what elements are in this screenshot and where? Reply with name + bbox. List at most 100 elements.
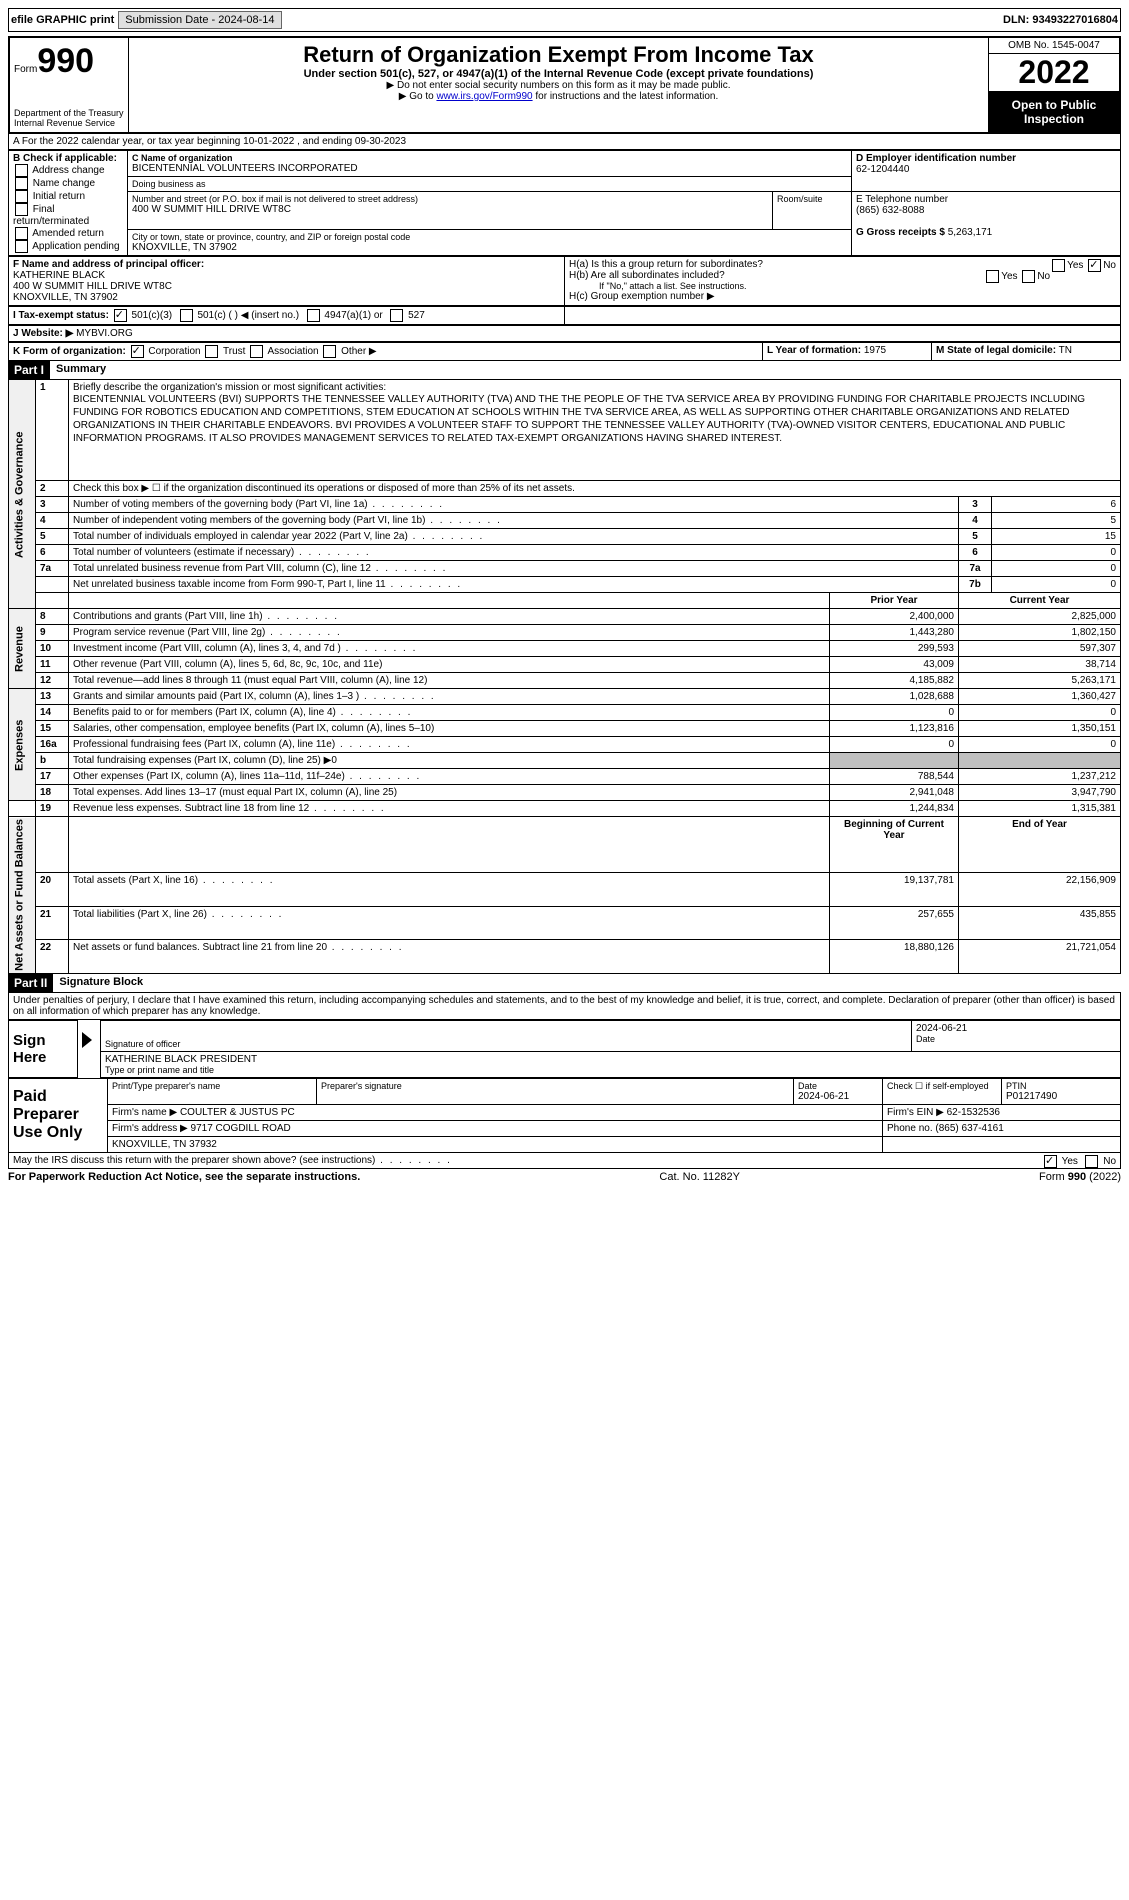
side-governance: Activities & Governance [9,380,36,609]
officer-label: F Name and address of principal officer: [13,259,560,270]
l6-val: 0 [992,545,1121,561]
omb-number: OMB No. 1545-0047 [989,38,1119,54]
chk-initial: Initial return [33,191,85,202]
l3-val: 6 [992,497,1121,513]
tax-status-label: I Tax-exempt status: [13,310,109,321]
side-netassets: Net Assets or Fund Balances [9,817,36,974]
l17-text: Other expenses (Part IX, column (A), lin… [73,771,421,782]
sig-officer-label: Signature of officer [105,1039,907,1049]
l5-text: Total number of individuals employed in … [73,531,484,542]
l15-prior: 1,123,816 [830,721,959,737]
dept-label: Department of the Treasury [14,108,124,118]
l20-curr: 22,156,909 [959,873,1121,906]
chk-address: Address change [32,165,104,176]
pp-name-label: Print/Type preparer's name [112,1081,312,1091]
l11-curr: 38,714 [959,657,1121,673]
pp-self: Check ☐ if self-employed [883,1078,1002,1104]
ha-label: H(a) Is this a group return for subordin… [569,259,763,270]
ssn-note: ▶ Do not enter social security numbers o… [133,80,984,91]
form-header: Form 990 Department of the Treasury Inte… [8,36,1121,134]
l10-prior: 299,593 [830,641,959,657]
org-name: BICENTENNIAL VOLUNTEERS INCORPORATED [132,163,847,174]
l21-text: Total liabilities (Part X, line 26) [73,909,283,920]
l5-val: 15 [992,529,1121,545]
preparer-block: Paid Preparer Use Only Print/Type prepar… [8,1078,1121,1153]
officer-block: F Name and address of principal officer:… [8,256,1121,306]
firm-addr: 9717 COGDILL ROAD [191,1123,291,1134]
org-form-block: K Form of organization: Corporation Trus… [8,342,1121,361]
room-label: Room/suite [777,194,847,204]
l19-prior: 1,244,834 [830,801,959,817]
irs-label: Internal Revenue Service [14,118,124,128]
identity-block: B Check if applicable: Address change Na… [8,150,1121,256]
paid-preparer-label: Paid Preparer Use Only [9,1078,108,1152]
l15-text: Salaries, other compensation, employee b… [69,721,830,737]
l11-prior: 43,009 [830,657,959,673]
l8-text: Contributions and grants (Part VIII, lin… [73,611,339,622]
pp-sig-label: Preparer's signature [321,1081,789,1091]
l1-label: Briefly describe the organization's miss… [73,382,1116,393]
trust: Trust [223,346,245,357]
signature-block: Sign Here Signature of officer 2024-06-2… [8,1020,1121,1078]
declaration: Under penalties of perjury, I declare th… [8,992,1121,1020]
l9-curr: 1,802,150 [959,625,1121,641]
goto-pre: ▶ Go to [399,91,437,102]
l22-text: Net assets or fund balances. Subtract li… [73,942,403,953]
submission-date-button[interactable]: Submission Date - 2024-08-14 [118,11,281,29]
ein-value: 62-1204440 [856,164,1116,175]
typed-name: KATHERINE BLACK PRESIDENT [105,1054,1116,1065]
city-value: KNOXVILLE, TN 37902 [132,242,847,253]
street-value: 400 W SUMMIT HILL DRIVE WT8C [132,204,768,215]
l6-text: Total number of volunteers (estimate if … [73,547,371,558]
period-line: A For the 2022 calendar year, or tax yea… [8,134,1121,150]
l17-prior: 788,544 [830,769,959,785]
form-ref: Form 990 (2022) [1039,1171,1121,1183]
goto-post: for instructions and the latest informat… [535,91,718,102]
501c3: 501(c)(3) [132,310,173,321]
officer-addr1: 400 W SUMMIT HILL DRIVE WT8C [13,281,560,292]
form-org-label: K Form of organization: [13,346,126,357]
year-formed: 1975 [864,345,886,356]
irs-link[interactable]: www.irs.gov/Form990 [436,91,532,102]
status-block: I Tax-exempt status: 501(c)(3) 501(c) ( … [8,306,1121,325]
l9-text: Program service revenue (Part VIII, line… [73,627,342,638]
ein-label: D Employer identification number [856,153,1116,164]
side-expenses: Expenses [9,689,36,801]
l4-text: Number of independent voting members of … [73,515,502,526]
l18-curr: 3,947,790 [959,785,1121,801]
l17-curr: 1,237,212 [959,769,1121,785]
gross-label: G Gross receipts $ [856,227,945,238]
gross-value: 5,263,171 [948,227,993,238]
mission-text: BICENTENNIAL VOLUNTEERS (BVI) SUPPORTS T… [73,393,1116,445]
form-word: Form [14,64,37,75]
top-bar: efile GRAPHIC print Submission Date - 20… [8,8,1121,32]
firm-name-label: Firm's name ▶ [112,1107,177,1118]
l16a-curr: 0 [959,737,1121,753]
website-value: MYBVI.ORG [76,328,133,339]
tax-year: 2022 [989,54,1119,92]
part1-table: Activities & Governance 1 Briefly descri… [8,379,1121,974]
l11-text: Other revenue (Part VIII, column (A), li… [69,657,830,673]
l10-curr: 597,307 [959,641,1121,657]
pra-notice: For Paperwork Reduction Act Notice, see … [8,1171,360,1183]
other: Other ▶ [341,346,376,357]
l14-text: Benefits paid to or for members (Part IX… [73,707,412,718]
open-public-badge: Open to Public Inspection [989,92,1119,132]
l21-prior: 257,655 [830,906,959,939]
l19-text: Revenue less expenses. Subtract line 18 … [73,803,386,814]
l12-curr: 5,263,171 [959,673,1121,689]
l22-prior: 18,880,126 [830,940,959,973]
sign-here-label: Sign Here [9,1020,78,1077]
l8-curr: 2,825,000 [959,609,1121,625]
l21-curr: 435,855 [959,906,1121,939]
l15-curr: 1,350,151 [959,721,1121,737]
firm-phone: (865) 637-4161 [935,1123,1003,1134]
l12-prior: 4,185,882 [830,673,959,689]
col-prior: Prior Year [830,593,959,609]
firm-city: KNOXVILLE, TN 37932 [108,1136,883,1152]
arrow-icon [82,1032,92,1048]
ptin-label: PTIN [1006,1081,1116,1091]
org-name-label: C Name of organization [132,153,847,163]
l19-curr: 1,315,381 [959,801,1121,817]
l8-prior: 2,400,000 [830,609,959,625]
